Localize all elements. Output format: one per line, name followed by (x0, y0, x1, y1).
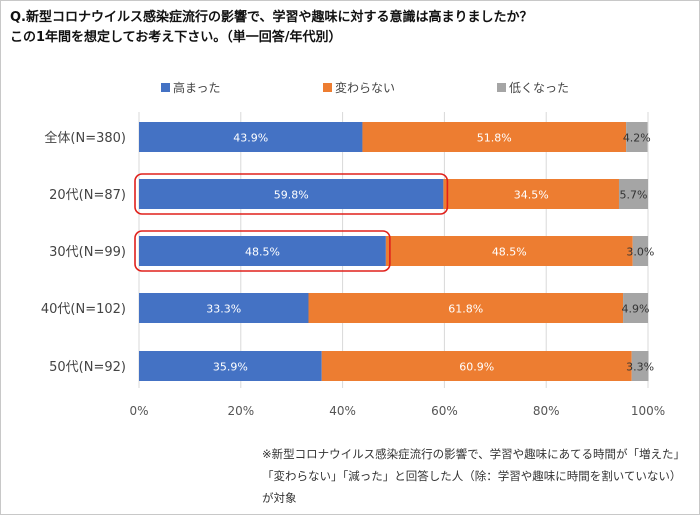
data-label-increased: 33.3% (206, 303, 241, 316)
bar-segment-increased (139, 122, 363, 152)
data-label-increased: 43.9% (233, 132, 268, 145)
legend-label-unchanged: 変わらない (335, 81, 396, 95)
x-tick-label: 60% (431, 404, 458, 418)
x-tick-label: 100% (631, 404, 665, 418)
data-label-increased: 59.8% (274, 189, 309, 202)
data-label-increased: 35.9% (213, 361, 248, 374)
legend-item-unchanged: 変わらない (323, 79, 395, 96)
x-tick-label: 40% (329, 404, 356, 418)
legend-label-increased: 高まった (173, 81, 221, 95)
title-line-1: Q.新型コロナウイルス感染症流行の影響で、学習や趣味に対する意識は高まりましたか… (10, 10, 533, 25)
bar-segment-decreased (623, 293, 648, 323)
bar-segment-unchanged (362, 122, 627, 152)
bar-segment-decreased (631, 351, 649, 381)
data-label-decreased: 4.9% (622, 303, 650, 316)
chart-title: Q.新型コロナウイルス感染症流行の影響で、学習や趣味に対する意識は高まりましたか… (10, 8, 532, 48)
footnote: ※新型コロナウイルス感染症流行の影響で、学習や趣味にあてる時間が「増えた」「変わ… (262, 447, 685, 505)
x-tick-label: 80% (533, 404, 560, 418)
category-label: 40代(N=102) (41, 302, 126, 317)
bar-segment-unchanged (308, 293, 624, 323)
bar-segment-decreased (632, 236, 648, 266)
legend-item-decreased: 低くなった (497, 79, 569, 96)
category-label: 全体(N=380) (44, 130, 126, 146)
data-label-decreased: 3.0% (626, 246, 654, 259)
bar-segment-increased (139, 236, 386, 266)
data-label-unchanged: 48.5% (492, 246, 527, 259)
data-label-unchanged: 34.5% (514, 189, 549, 202)
category-label: 50代(N=92) (49, 360, 126, 375)
bar-segment-increased (139, 179, 444, 209)
bar-segment-unchanged (443, 179, 619, 209)
legend-label-decreased: 低くなった (509, 81, 570, 95)
bar-segment-decreased (618, 179, 648, 209)
category-label: 20代(N=87) (49, 188, 126, 203)
highlight-box (134, 230, 391, 272)
x-tick-label: 0% (129, 404, 148, 418)
data-label-unchanged: 51.8% (477, 132, 512, 145)
data-label-increased: 48.5% (245, 246, 280, 259)
highlight-box (134, 173, 449, 215)
data-label-decreased: 4.2% (623, 132, 651, 145)
data-label-unchanged: 61.8% (448, 303, 483, 316)
legend: 高まった 変わらない 低くなった (0, 79, 700, 95)
title-line-2: この1年間を想定してお考え下さい。（単一回答/年代別） (10, 30, 342, 45)
bar-segment-unchanged (321, 351, 632, 381)
bar-segment-increased (139, 293, 309, 323)
data-label-decreased: 3.3% (626, 361, 654, 374)
x-tick-label: 20% (227, 404, 254, 418)
bar-segment-unchanged (385, 236, 633, 266)
data-label-unchanged: 60.9% (459, 361, 494, 374)
legend-swatch-unchanged (323, 83, 332, 92)
bar-segment-decreased (626, 122, 648, 152)
data-label-decreased: 5.7% (620, 189, 648, 202)
category-label: 30代(N=99) (49, 245, 126, 260)
bar-segment-increased (139, 351, 322, 381)
legend-swatch-decreased (497, 83, 506, 92)
legend-swatch-increased (161, 83, 170, 92)
legend-item-increased: 高まった (161, 79, 221, 96)
